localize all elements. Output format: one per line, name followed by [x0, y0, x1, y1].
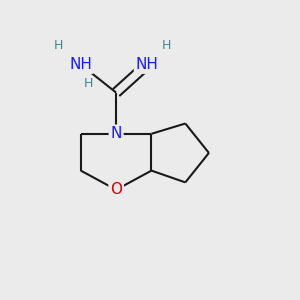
- Text: H: H: [83, 77, 93, 90]
- Text: NH: NH: [136, 57, 158, 72]
- Text: H: H: [161, 39, 171, 52]
- Text: NH: NH: [69, 57, 92, 72]
- Text: N: N: [110, 126, 122, 141]
- Text: O: O: [110, 182, 122, 197]
- Text: H: H: [54, 39, 63, 52]
